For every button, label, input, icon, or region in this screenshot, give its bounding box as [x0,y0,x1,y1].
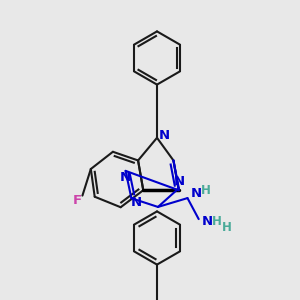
Text: F: F [73,194,82,207]
Text: H: H [201,184,210,196]
Text: N: N [191,187,202,200]
Text: N: N [120,171,131,184]
Text: N: N [202,214,213,228]
Text: N: N [131,196,142,209]
Text: N: N [173,175,184,188]
Text: N: N [158,129,169,142]
Text: H: H [222,220,232,234]
Text: H: H [212,214,222,228]
